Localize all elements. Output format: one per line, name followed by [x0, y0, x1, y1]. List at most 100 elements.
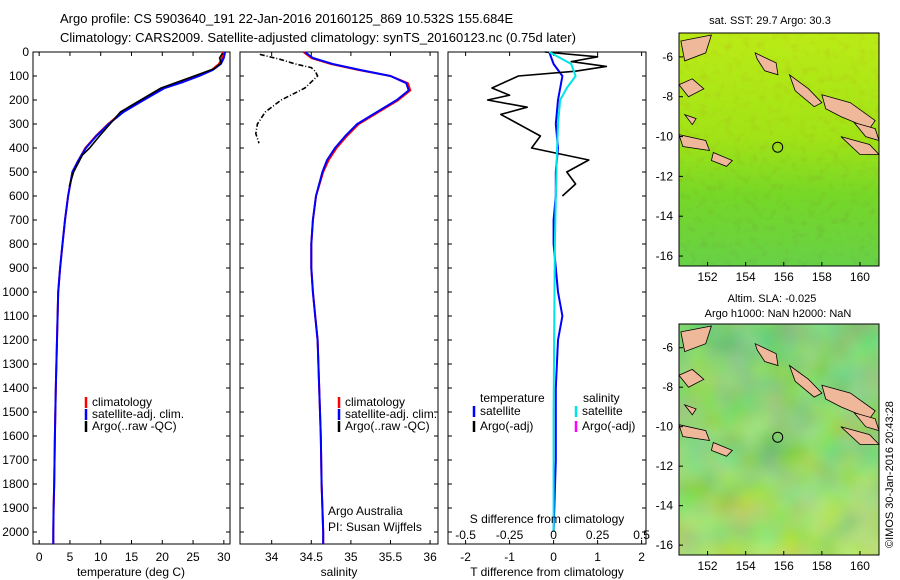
legend-label-sal-satellite: satellite	[582, 404, 623, 418]
salinity-axes-frame	[239, 51, 439, 545]
longitude-tick-label: 160	[850, 559, 870, 573]
salinity-x-axis: 34 34.5 35 35.5 36	[265, 52, 437, 564]
series-line-argo-raw-qc	[68, 52, 224, 187]
x-tick-label: 15	[125, 550, 139, 564]
depth-axis: 0 100 200 300 400 500 600 700 800 900 1000 1100 1200…	[2, 45, 230, 539]
salinity-legend: climatology satellite-adj. clim. Argo(..…	[337, 395, 437, 433]
island-landmass	[788, 364, 823, 398]
sla-map-frame	[678, 323, 880, 556]
sst-map-frame	[678, 32, 880, 267]
sst-map-panel: sat. SST: 29.7 Argo: 30.3 152 154 156 158 16…	[656, 15, 880, 284]
sst-map-axes: 152 154 156 158 160 -6 -8 -10 -12 -14 -16	[656, 50, 871, 284]
island-landmass	[678, 424, 711, 441]
salinity-xlabel: salinity	[321, 565, 358, 579]
series-line-argo-adj	[486, 51, 608, 197]
depth-tick-label: 1100	[3, 309, 29, 323]
principal-investigator-text: PI: Susan Wijffels	[328, 520, 422, 534]
temperature-legend: climatology satellite-adj. clim. Argo(..…	[84, 395, 184, 433]
latitude-tick-label: -8	[662, 380, 673, 394]
depth-tick-label: 0	[22, 45, 29, 59]
island-landmass	[788, 73, 823, 108]
island-landmass	[678, 134, 711, 151]
data-provider-text: Argo Australia	[328, 504, 403, 518]
x-tick-label: 5	[67, 550, 74, 564]
depth-tick-label: 1300	[2, 357, 29, 371]
latitude-tick-label: -14	[656, 499, 674, 513]
sla-map-title-line1: Altim. SLA: -0.025	[728, 293, 817, 305]
latitude-tick-label: -6	[662, 50, 673, 64]
x-tick-label: 2	[638, 550, 645, 564]
legend-label-temp-argo: Argo(-adj)	[480, 419, 533, 433]
longitude-tick-label: 160	[850, 270, 870, 284]
island-landmass	[678, 78, 705, 98]
x-tick-label: 36	[423, 550, 437, 564]
imos-credit: ©IMOS 30-Jan-2016 20:43:28	[884, 401, 896, 548]
depth-tick-label: 100	[9, 69, 29, 83]
difference-series	[486, 51, 608, 533]
salinity-depth-ticks	[240, 51, 438, 533]
depth-tick-label: 500	[9, 165, 29, 179]
depth-tick-label: 1200	[2, 333, 29, 347]
series-line-satellite-adj-clim	[304, 51, 410, 544]
island-landmass	[710, 441, 733, 457]
figure-title-line2: Climatology: CARS2009. Satellite-adjuste…	[60, 30, 576, 45]
latitude-tick-label: -16	[656, 249, 674, 263]
latitude-tick-label: -8	[662, 90, 673, 104]
latitude-tick-label: -12	[656, 169, 674, 183]
legend-header-temperature: temperature	[480, 391, 545, 405]
figure-title-line1: Argo profile: CS 5903640_191 22-Jan-2016…	[60, 11, 514, 26]
longitude-tick-label: 158	[812, 270, 832, 284]
sla-field-texture	[679, 324, 879, 555]
depth-tick-label: 600	[9, 189, 29, 203]
difference-top-axis-label: S difference from climatology	[470, 512, 625, 526]
x-tick-label: 35	[344, 550, 358, 564]
depth-tick-label: 2000	[2, 525, 29, 539]
depth-tick-label: 700	[9, 213, 29, 227]
coastline-land	[678, 34, 880, 167]
difference-axes-frame	[447, 51, 647, 545]
sla-map-title-line2: Argo h1000: NaN h2000: NaN	[705, 308, 852, 320]
island-landmass	[754, 52, 779, 76]
temperature-xlabel: temperature (deg C)	[77, 565, 185, 579]
island-landmass	[683, 404, 697, 416]
island-landmass	[680, 325, 712, 353]
longitude-tick-label: 152	[698, 559, 718, 573]
legend-label-satellite: satellite-adj. clim.	[345, 407, 437, 421]
x-tick-label: 30	[217, 550, 231, 564]
island-landmass	[678, 368, 705, 388]
depth-tick-label: 1800	[2, 477, 29, 491]
x-tick-label: -2	[460, 550, 471, 564]
longitude-tick-label: 156	[774, 559, 794, 573]
longitude-tick-label: 158	[812, 559, 832, 573]
x-tick-label: 34	[265, 550, 279, 564]
salinity-difference-scale: -0.5 -0.25 0 0.25 0.5	[455, 528, 650, 542]
sla-map-axes: 152 154 156 158 160 -6 -8 -10 -12 -14 -16	[656, 341, 871, 573]
depth-tick-label: 800	[9, 237, 29, 251]
argo-float-location-marker	[772, 431, 784, 443]
legend-label-satellite: satellite-adj. clim.	[92, 407, 184, 421]
latitude-tick-label: -12	[656, 459, 674, 473]
longitude-tick-label: 152	[698, 270, 718, 284]
sst-map-title: sat. SST: 29.7 Argo: 30.3	[709, 15, 831, 27]
depth-tick-label: 200	[9, 93, 29, 107]
depth-tick-label: 1000	[2, 285, 29, 299]
x-tick-label: 20	[156, 550, 170, 564]
argo-float-location-marker	[772, 141, 784, 153]
depth-tick-label: 1400	[2, 381, 29, 395]
island-landmass	[680, 34, 712, 62]
salinity-series	[255, 51, 412, 544]
x-tick-label: 1	[594, 550, 601, 564]
difference-xlabel: T difference from climatology	[470, 565, 624, 579]
depth-tick-label: 900	[9, 261, 29, 275]
difference-depth-ticks	[448, 51, 646, 533]
legend-label-climatology: climatology	[345, 395, 405, 409]
x-tick-label: 10	[94, 550, 108, 564]
latitude-tick-label: -10	[656, 130, 674, 144]
depth-tick-label: 1500	[2, 405, 29, 419]
longitude-tick-label: 154	[736, 559, 756, 573]
x-tick-label: 34.5	[300, 550, 324, 564]
series-line-satellite	[548, 51, 564, 533]
depth-tick-label: 300	[9, 117, 29, 131]
temperature-panel: 0100200300400500600700800900100011001200…	[2, 45, 231, 579]
